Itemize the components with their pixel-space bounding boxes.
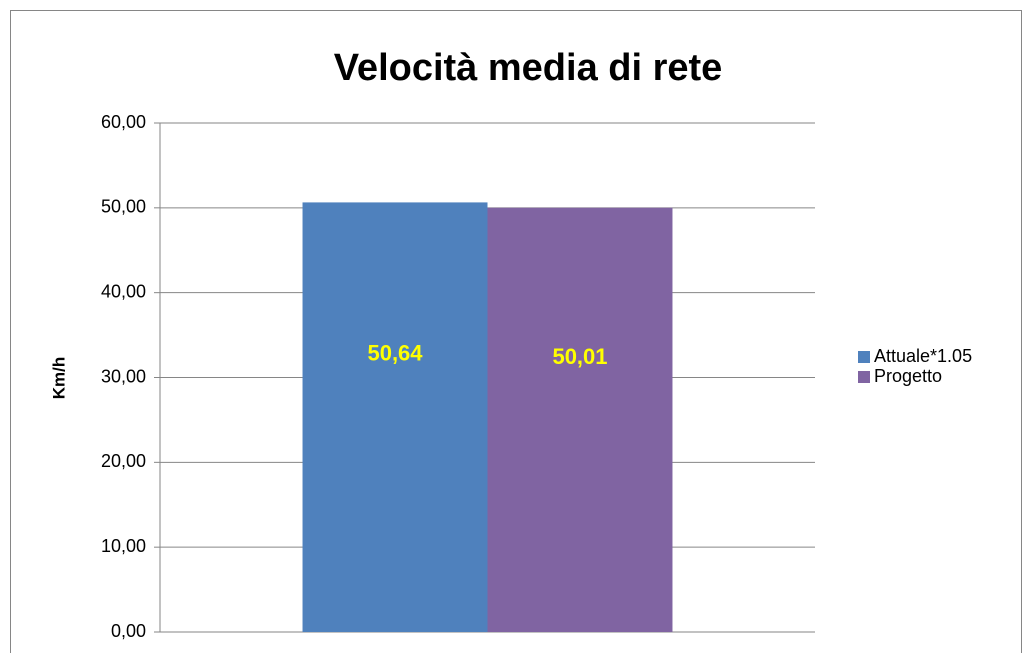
chart-title: Velocità media di rete [334,47,723,89]
bar [302,202,488,633]
y-tick-label: 10,00 [101,536,146,556]
y-axis-label: Km/h [49,357,68,400]
y-tick-label: 30,00 [101,366,146,386]
y-tick-label: 60,00 [101,112,146,132]
value-label: 50,64 [367,341,423,366]
legend-label: Progetto [874,366,942,386]
legend-swatch [858,351,870,363]
legend-label: Attuale*1.05 [874,346,972,366]
y-tick-label: 0,00 [111,621,146,641]
y-tick-label: 40,00 [101,281,146,301]
y-tick-label: 20,00 [101,451,146,471]
value-label: 50,01 [552,344,607,369]
y-tick-label: 50,00 [101,197,146,217]
legend-swatch [858,371,870,383]
bar [487,207,673,632]
